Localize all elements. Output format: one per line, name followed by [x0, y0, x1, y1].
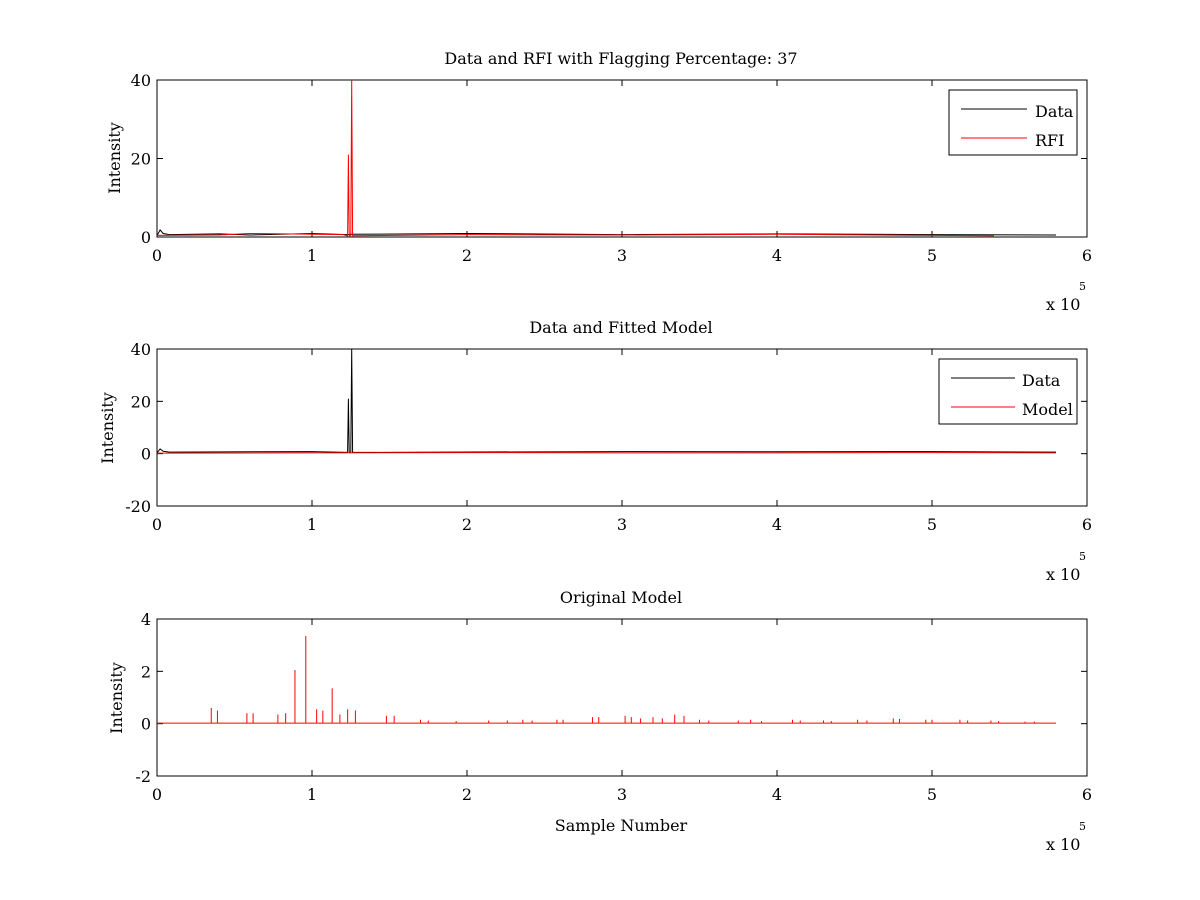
panel-3-x-tick-label: 2 — [462, 785, 472, 804]
panel-3-x-exponent-power: 5 — [1079, 820, 1086, 833]
panel-2-title: Data and Fitted Model — [529, 318, 712, 337]
panel-2-legend-label-model: Model — [1022, 400, 1073, 419]
panel-3-x-tick-label: 6 — [1082, 785, 1092, 804]
panel-2-x-exponent-power: 5 — [1079, 550, 1086, 563]
panel-3-xlabel: Sample Number — [555, 816, 688, 835]
panel-2-x-tick-label: 1 — [307, 515, 317, 534]
panel-1-legend-label-rfi: RFI — [1035, 131, 1064, 150]
panel-2-x-tick-label: 5 — [927, 515, 937, 534]
panel-2-series-model — [156, 452, 1057, 454]
panel-2-legend-label-data: Data — [1022, 371, 1061, 390]
panel-1-y-tick-label: 20 — [131, 150, 151, 169]
panel-1-x-exponent-power: 5 — [1079, 280, 1086, 293]
panel-1-x-tick-label: 0 — [152, 246, 162, 265]
panel-1-plot: 0 1 2 3 4 5 6 0 20 40 — [131, 71, 1092, 265]
panel-1: Data and RFI with Flagging Percentage: 3… — [105, 49, 1092, 314]
panel-3-title: Original Model — [560, 588, 682, 607]
panel-2-y-tick-label: 0 — [141, 445, 151, 464]
panel-1-x-tick-label: 1 — [307, 246, 317, 265]
panel-1-series-rfi — [156, 79, 995, 237]
panel-1-legend-box — [948, 89, 1078, 156]
panel-3-x-tick-label: 0 — [152, 785, 162, 804]
panel-3-x-tick-label: 3 — [617, 785, 627, 804]
panel-3-y-tick-label: 2 — [141, 662, 151, 681]
panel-3-y-tick-label: 0 — [141, 715, 151, 734]
panel-3-ylabel: Intensity — [107, 662, 126, 734]
panel-3-x-tick-label: 4 — [772, 785, 782, 804]
panel-2-x-tick-label: 6 — [1082, 515, 1092, 534]
panel-2-y-tick-label: -20 — [125, 497, 151, 516]
panel-3-x-exponent: x 10 — [1046, 835, 1080, 854]
panel-1-y-tick-label: 40 — [131, 71, 151, 90]
panel-1-legend: Data RFI — [948, 89, 1078, 156]
panel-2-ylabel: Intensity — [98, 392, 117, 464]
panel-2-y-tick-label: 40 — [131, 340, 151, 359]
panel-2-x-tick-label: 0 — [152, 515, 162, 534]
panel-2: Data and Fitted Model Intensity x 10 5 0… — [98, 318, 1092, 584]
panel-1-x-exponent: x 10 — [1046, 295, 1080, 314]
panel-1-legend-label-data: Data — [1035, 102, 1074, 121]
panel-2-x-tick-label: 3 — [617, 515, 627, 534]
panel-2-x-tick-label: 4 — [772, 515, 782, 534]
panel-1-y-tick-label: 0 — [141, 228, 151, 247]
panel-1-x-tick-label: 3 — [617, 246, 627, 265]
panel-3-y-tick-label: 4 — [141, 610, 151, 629]
panel-2-y-tick-label: 20 — [131, 392, 151, 411]
panel-1-x-tick-label: 2 — [462, 246, 472, 265]
panel-3-x-tick-label: 1 — [307, 785, 317, 804]
panel-3-y-tick-label: -2 — [135, 767, 151, 786]
panel-3: Original Model Intensity Sample Number x… — [107, 588, 1092, 854]
panel-2-x-exponent: x 10 — [1046, 565, 1080, 584]
panel-1-ylabel: Intensity — [105, 122, 124, 194]
panel-2-legend: Data Model — [938, 358, 1078, 425]
panel-2-legend-box — [938, 358, 1078, 425]
panel-1-title: Data and RFI with Flagging Percentage: 3… — [444, 49, 797, 68]
panel-1-x-tick-label: 5 — [927, 246, 937, 265]
panel-3-x-tick-label: 5 — [927, 785, 937, 804]
panel-1-x-tick-label: 6 — [1082, 246, 1092, 265]
panel-2-x-tick-label: 2 — [462, 515, 472, 534]
panel-1-x-tick-label: 4 — [772, 246, 782, 265]
